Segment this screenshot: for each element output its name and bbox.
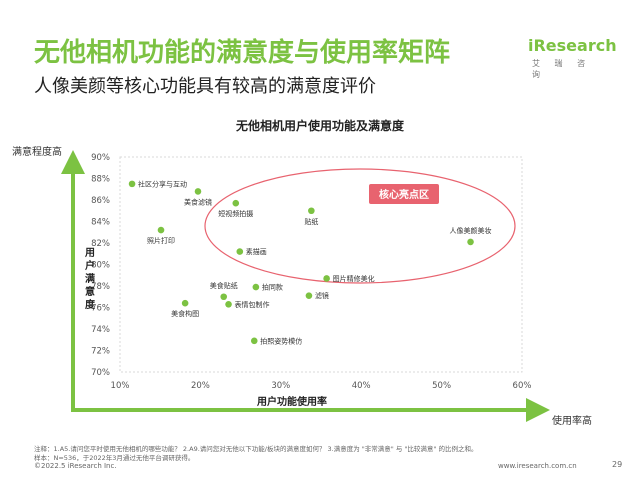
core-highlight-badge: [369, 184, 439, 204]
point-label: 素描画: [246, 247, 267, 256]
plot-frame: [119, 156, 523, 373]
y-tick-label: 76%: [91, 304, 110, 314]
y-tick-label: 86%: [91, 196, 110, 206]
y-tick-label: 70%: [91, 368, 110, 378]
point-label: 贴纸: [304, 217, 318, 226]
copyright: ©2022.5 iResearch Inc.: [34, 462, 117, 470]
footnote-2: 样本：N=536，于2022年3月通过无他平台调研获得。: [34, 454, 195, 462]
scatter-point: [225, 300, 232, 308]
scatter-point: [220, 293, 228, 301]
y-axis-title: 用户满意度: [84, 247, 96, 311]
page-subtitle: 人像美颜等核心功能具有较高的满意度评价: [34, 76, 376, 97]
scatter-point: [128, 180, 136, 188]
x-tick-label: 20%: [191, 381, 210, 391]
point-label: 社区分享与互动: [138, 179, 187, 188]
point-label: 美食贴纸: [210, 281, 238, 290]
scatter-point: [323, 275, 330, 282]
point-label: 美食滤镜: [184, 197, 212, 206]
scatter-point: [308, 207, 315, 215]
logo-brand: iResearch: [528, 36, 617, 55]
point-label: 美食构图: [171, 309, 199, 318]
y-arrow-label: 满意程度高: [12, 145, 62, 158]
scatter-point: [157, 226, 165, 234]
y-tick-label: 72%: [91, 347, 110, 357]
footnote-1: 注释：1.A5.请问您平时使用无他相机的哪些功能？ 2.A9.请问您对无他以下功…: [34, 445, 478, 453]
core-highlight-ellipse: [204, 168, 516, 284]
x-tick-label: 40%: [352, 381, 371, 391]
y-tick-label: 78%: [91, 282, 110, 292]
scatter-point: [250, 337, 258, 345]
point-label: 拍照姿势模仿: [260, 336, 302, 345]
page-number: 29: [612, 460, 623, 469]
x-tick-label: 50%: [432, 381, 451, 391]
y-tick-label: 90%: [91, 153, 110, 163]
scatter-point: [252, 283, 260, 291]
iresearch-logo: iResearch 艾 瑞 咨 询: [528, 36, 617, 79]
x-arrow-label: 使用率高: [552, 414, 592, 427]
x-tick-label: 10%: [111, 381, 130, 391]
point-label: 照片打印: [147, 236, 175, 245]
logo-cn: 艾 瑞 咨 询: [532, 59, 592, 79]
y-tick-label: 84%: [91, 218, 110, 228]
page-title: 无他相机功能的满意度与使用率矩阵: [34, 38, 451, 68]
y-tick-label: 82%: [91, 239, 110, 249]
point-label: 短视频拍摄: [218, 209, 253, 218]
point-label: 拍同款: [262, 283, 283, 292]
point-label: 表情包制作: [235, 300, 270, 309]
y-tick-label: 80%: [91, 261, 110, 271]
y-tick-label: 88%: [91, 175, 110, 185]
website: www.iresearch.com.cn: [498, 462, 577, 470]
scatter-point: [467, 238, 474, 246]
scatter-point: [194, 188, 202, 195]
scatter-point: [236, 248, 244, 255]
point-label: 滤镜: [315, 291, 329, 300]
x-tick-label: 30%: [271, 381, 290, 391]
x-tick-label: 60%: [513, 381, 532, 391]
y-tick-label: 74%: [91, 325, 110, 335]
point-label: 图片精修美化: [333, 274, 375, 283]
chart-title: 无他相机用户使用功能及满意度: [235, 119, 404, 133]
point-label: 人像美颜美妆: [450, 226, 492, 235]
scatter-point: [232, 199, 240, 207]
x-axis-title: 用户功能使用率: [256, 395, 327, 408]
core-highlight-label: 核心亮点区: [379, 188, 429, 201]
scatter-point: [305, 292, 313, 299]
scatter-point: [181, 299, 189, 307]
